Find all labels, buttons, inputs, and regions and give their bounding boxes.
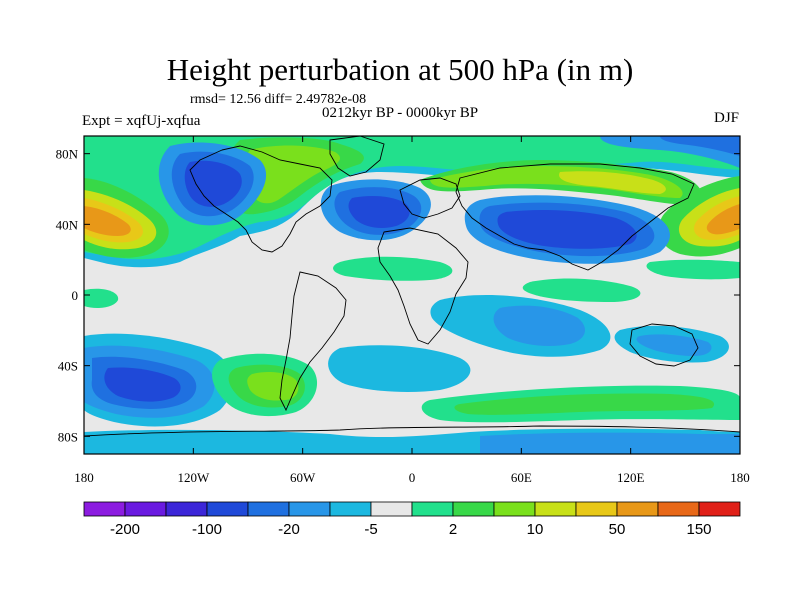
colorbar-box xyxy=(370,501,413,517)
coastline-australia xyxy=(629,323,699,367)
colorbar-box xyxy=(206,501,249,517)
colorbar-box xyxy=(657,501,700,517)
period-subtitle: 0212kyr BP - 0000kyr BP xyxy=(322,105,479,121)
colorbar-label: -5 xyxy=(364,521,377,538)
colorbar-box xyxy=(329,501,372,517)
season-label: DJF xyxy=(713,110,739,126)
lon-tick-label: 0 xyxy=(409,470,416,485)
coastline-layer xyxy=(84,136,740,437)
coastline-south-america xyxy=(279,271,347,412)
colorbar-box xyxy=(247,501,290,517)
lon-tick-label: 120W xyxy=(177,470,210,485)
colorbar-label: 10 xyxy=(527,521,544,538)
colorbar-label: 150 xyxy=(686,521,711,538)
colorbar-box xyxy=(534,501,577,517)
lat-tick-label: 80N xyxy=(56,147,79,162)
stats-label: rmsd= 12.56 diff= 2.49782e-08 xyxy=(190,92,367,107)
colorbar-boxes xyxy=(83,501,741,517)
map-title: Height perturbation at 500 hPa (in m) xyxy=(166,52,634,87)
colorbar-labels: -200 -100 -20 -5 2 10 50 150 xyxy=(110,521,712,538)
lon-tick-label: 180 xyxy=(730,470,750,485)
colorbar-box xyxy=(165,501,208,517)
coastline-europe xyxy=(399,177,461,219)
lon-tick-label: 60W xyxy=(290,470,316,485)
colorbar-box xyxy=(83,501,126,517)
colorbar-label: -20 xyxy=(278,521,300,538)
experiment-label: Expt = xqfUj-xqfua xyxy=(82,113,201,129)
colorbar-box xyxy=(616,501,659,517)
lon-tick-label: 120E xyxy=(617,470,645,485)
lon-tick-label: 60E xyxy=(511,470,532,485)
colorbar-box xyxy=(698,501,741,517)
colorbar-box xyxy=(288,501,331,517)
lon-tick-label: 180 xyxy=(74,470,94,485)
colorbar-box xyxy=(452,501,495,517)
lat-tick-label: 40S xyxy=(58,359,78,374)
coastline-africa xyxy=(377,227,469,345)
lat-tick-label: 40N xyxy=(56,217,79,232)
colorbar-label: -100 xyxy=(192,521,222,538)
colorbar-box xyxy=(411,501,454,517)
colorbar-box xyxy=(575,501,618,517)
colorbar-label: 50 xyxy=(609,521,626,538)
coastline-greenland xyxy=(329,136,385,177)
coastline-antarctica xyxy=(84,425,740,437)
colorbar-box xyxy=(493,501,536,517)
colorbar-box xyxy=(124,501,167,517)
colorbar-label: 2 xyxy=(449,521,457,538)
axis-ticks: 180 120W 60W 0 60E 120E 180 80N 40N 0 40S 80S xyxy=(56,136,750,485)
coastline-asia xyxy=(455,163,695,271)
colorbar-label: -200 xyxy=(110,521,140,538)
coastline-north-america xyxy=(189,145,333,253)
lat-tick-label: 80S xyxy=(58,429,78,444)
lat-tick-label: 0 xyxy=(72,288,79,303)
